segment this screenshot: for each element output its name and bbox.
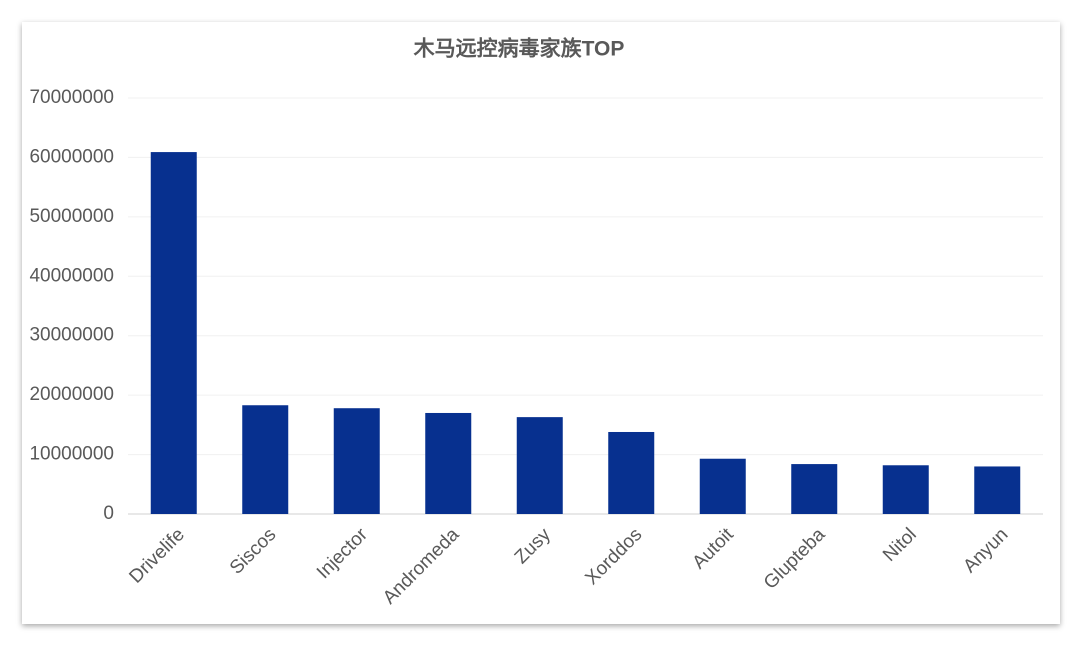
bar [333,408,380,514]
y-tick-label: 50000000 [29,206,114,227]
bar [516,417,563,514]
y-tick-label: 60000000 [29,146,114,167]
bar [242,405,289,514]
bar [882,465,929,514]
bar [150,152,197,514]
y-tick-label: 70000000 [29,87,114,108]
bar [699,458,746,514]
bar [791,464,838,514]
bar [425,412,472,514]
chart-title: 木马远控病毒家族TOP [413,37,625,61]
y-tick-label: 20000000 [29,384,114,405]
y-tick-label: 10000000 [29,444,114,465]
bar [608,431,655,514]
bar [974,466,1021,514]
y-tick-label: 30000000 [29,325,114,346]
y-tick-label: 0 [103,503,114,524]
y-tick-label: 40000000 [29,265,114,286]
